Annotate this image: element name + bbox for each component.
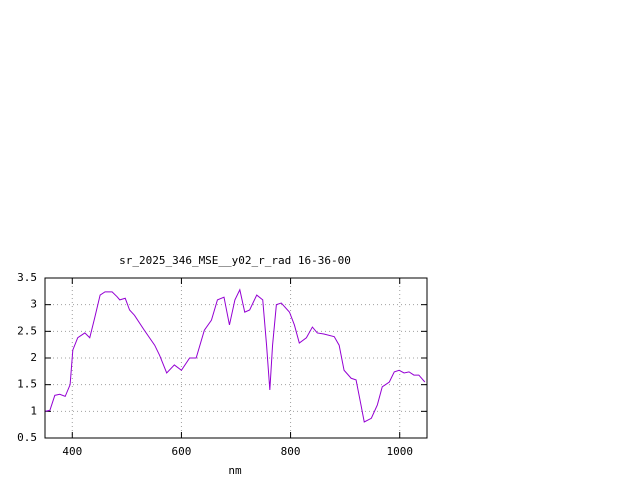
x-tick-label: 400: [62, 445, 82, 458]
y-tick-label: 0.5: [17, 431, 37, 444]
y-tick-label: 1: [30, 404, 37, 417]
y-tick-label: 2.5: [17, 324, 37, 337]
y-tick-label: 3.5: [17, 271, 37, 284]
y-tick-label: 3: [30, 298, 37, 311]
x-tick-label: 1000: [386, 445, 413, 458]
plot-border: [44, 277, 428, 439]
y-tick-label: 2: [30, 351, 37, 364]
data-line: [44, 288, 426, 423]
y-tick-label: 1.5: [17, 378, 37, 391]
x-tick-label: 800: [281, 445, 301, 458]
chart-title: sr_2025_346_MSE__y02_r_rad 16-36-00: [119, 254, 351, 267]
x-tick-label: 600: [171, 445, 191, 458]
x-axis-label: nm: [228, 464, 242, 477]
